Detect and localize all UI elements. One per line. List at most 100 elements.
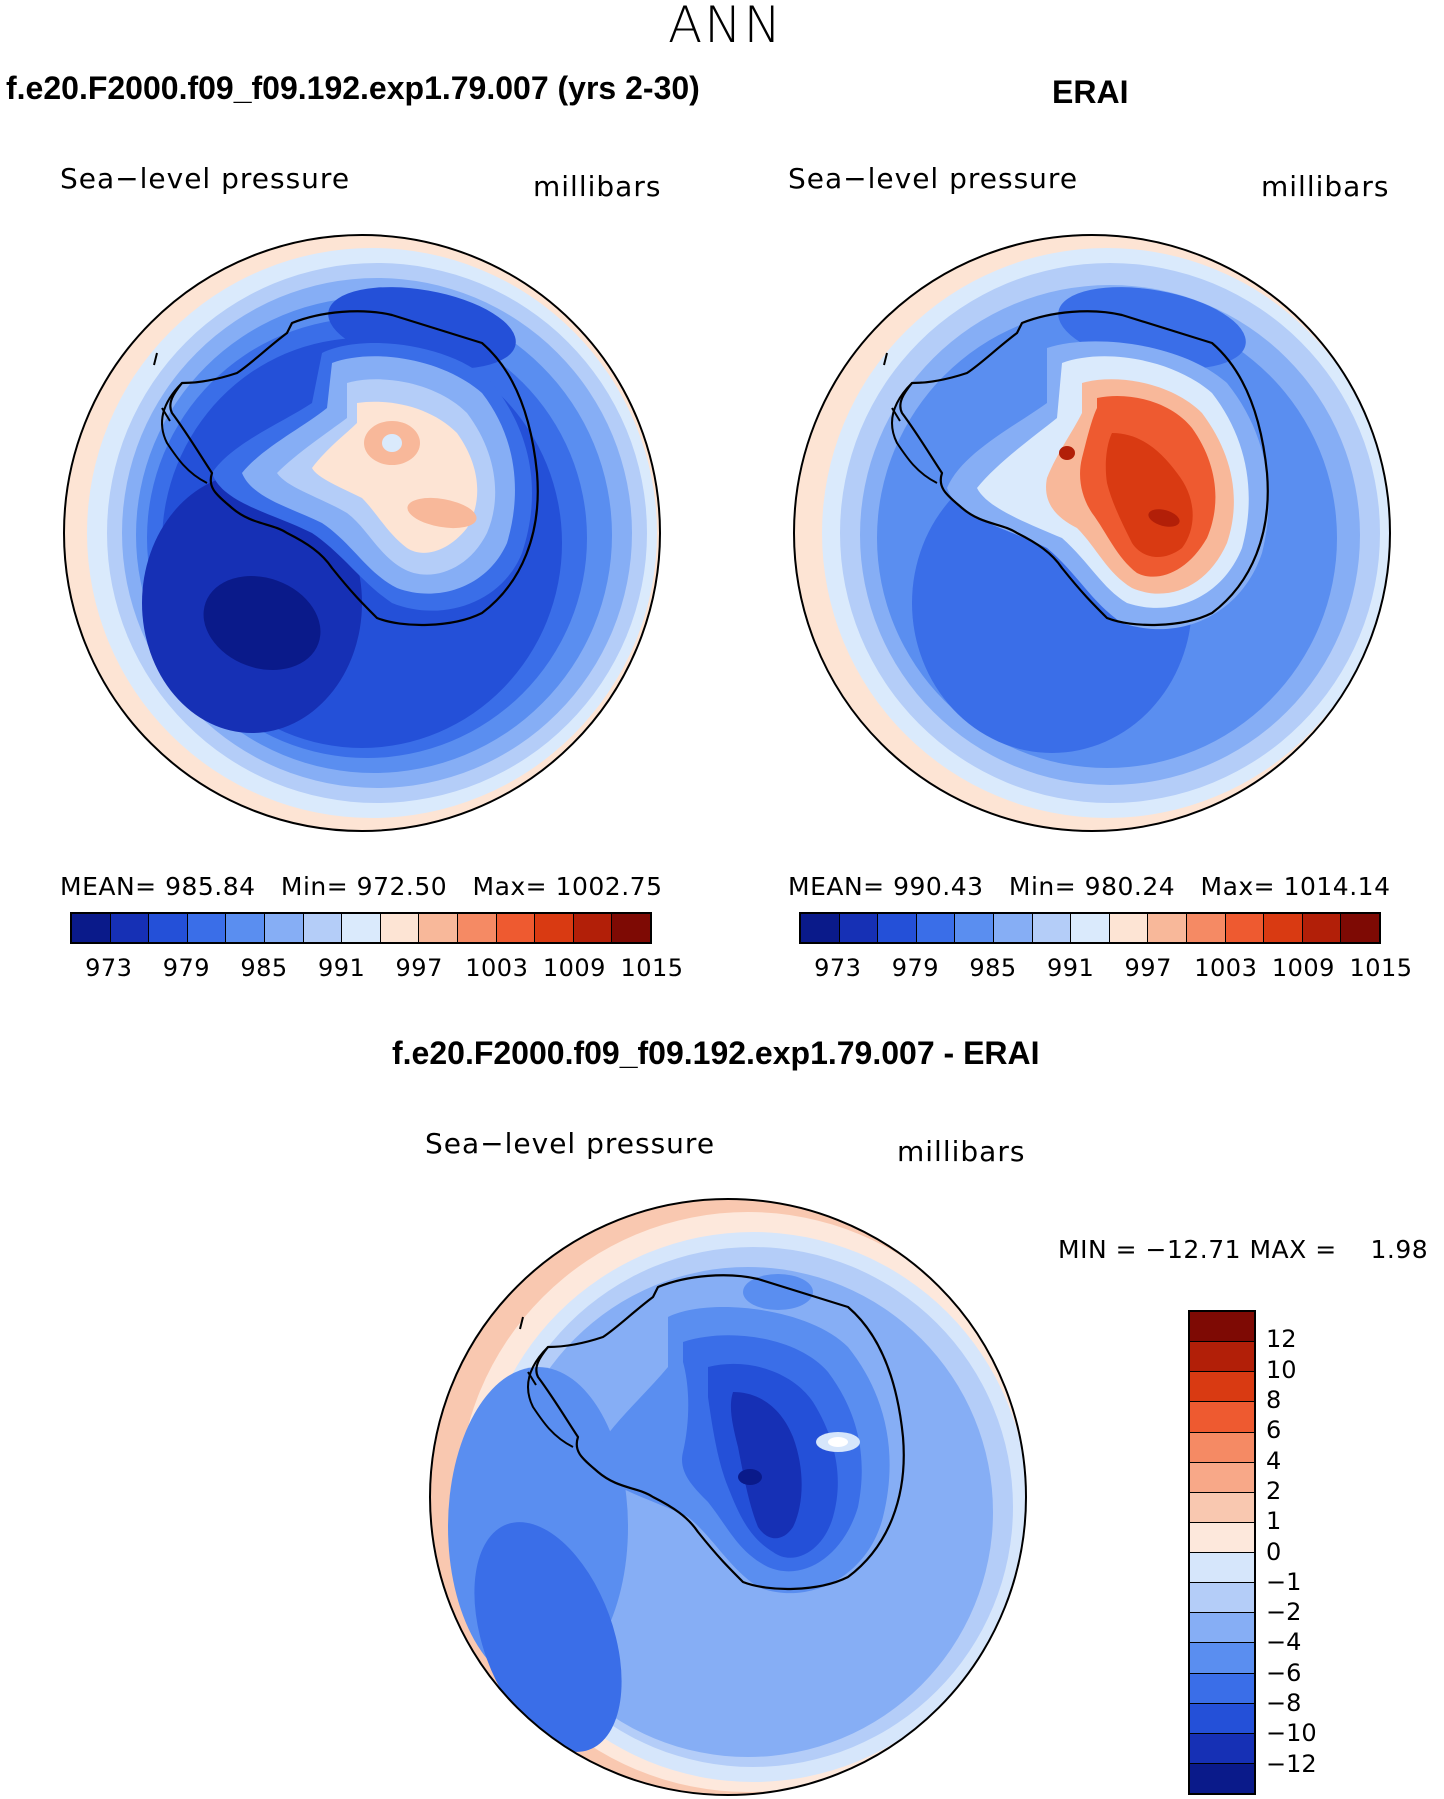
mean-label: MEAN= <box>60 872 157 901</box>
variable-label-obs: Sea−level pressure <box>788 162 1079 195</box>
colorbar-tick-label: 973 <box>814 954 862 982</box>
colorbar-tick-label: 8 <box>1266 1385 1282 1414</box>
colorbar-tick-label: 1009 <box>1271 954 1335 982</box>
colorbar-tick-label: −12 <box>1266 1749 1317 1778</box>
max-value: 1.98 <box>1370 1235 1429 1264</box>
colorbar-cell <box>1190 1553 1254 1584</box>
colorbar-cell <box>1148 914 1187 942</box>
colorbar-cell <box>1264 914 1303 942</box>
units-label-diff: millibars <box>897 1135 1026 1168</box>
colorbar-tick-label: 1015 <box>1349 954 1413 982</box>
colorbar-diff <box>1188 1310 1256 1795</box>
colorbar-cell <box>1190 1342 1254 1373</box>
colorbar-cell <box>1190 1643 1254 1674</box>
colorbar-cell <box>1190 1733 1254 1764</box>
polar-map-obs <box>793 234 1391 832</box>
colorbar-cell <box>457 914 497 942</box>
max-label: MAX = <box>1249 1235 1337 1264</box>
colorbar-cell <box>303 914 343 942</box>
colorbar-cell <box>535 914 574 942</box>
colorbar-cell <box>1190 1583 1254 1614</box>
max-label: Max= <box>1200 872 1276 901</box>
polar-map-diff <box>429 1198 1027 1796</box>
colorbar-tick-label: 1015 <box>620 954 684 982</box>
stats-diff: MIN = −12.71 MAX = 1.98 <box>1058 1235 1428 1264</box>
panel-title-obs: ERAI <box>1052 74 1129 110</box>
variable-label-model: Sea−level pressure <box>60 162 351 195</box>
colorbar-tick-label: −10 <box>1266 1719 1317 1748</box>
colorbar-cell <box>1190 1613 1254 1644</box>
colorbar-cell <box>72 914 111 942</box>
colorbar-tick-label: 997 <box>1124 954 1172 982</box>
colorbar-cell <box>1190 1703 1254 1734</box>
colorbar-cell <box>1341 914 1379 942</box>
colorbar-cell <box>1190 1372 1254 1403</box>
colorbar-tick-label: 991 <box>317 954 366 982</box>
colorbar-tick-label: 12 <box>1266 1325 1297 1354</box>
colorbar-ticks-diff: 12 10 8 6 4 2 1 0 −1 −2 −4 −6 −8 −10 −12 <box>1266 1310 1346 1795</box>
colorbar-cell <box>419 914 458 942</box>
mean-value: 985.84 <box>165 872 256 901</box>
colorbar-cell <box>1032 914 1072 942</box>
min-value: 980.24 <box>1084 872 1176 901</box>
colorbar-cell <box>1071 914 1110 942</box>
min-label: MIN = <box>1058 1235 1138 1264</box>
colorbar-tick-label: 1009 <box>542 954 606 982</box>
colorbar-tick-label: 4 <box>1266 1446 1282 1475</box>
colorbar-tick-label: 6 <box>1266 1416 1282 1445</box>
stats-model: MEAN= 985.84 Min= 972.50 Max= 1002.75 <box>60 872 662 901</box>
colorbar-cell <box>1190 1462 1254 1493</box>
max-value: 1002.75 <box>555 872 663 901</box>
colorbar-obs <box>799 912 1381 944</box>
colorbar-ticks-model: 973 979 985 991 997 1003 1009 1015 <box>70 954 683 984</box>
colorbar-cell <box>1225 914 1265 942</box>
colorbar-cell <box>1190 1432 1254 1463</box>
max-value: 1014.14 <box>1283 872 1391 901</box>
colorbar-model <box>70 912 652 944</box>
colorbar-cell <box>1190 1492 1254 1523</box>
colorbar-tick-label: 979 <box>891 954 940 982</box>
colorbar-tick-label: −8 <box>1266 1689 1302 1718</box>
colorbar-cell <box>839 914 879 942</box>
colorbar-cell <box>993 914 1033 942</box>
colorbar-cell <box>226 914 265 942</box>
colorbar-tick-label: 1 <box>1266 1507 1282 1536</box>
panel-title-model: f.e20.F2000.f09_f09.192.exp1.79.007 (yrs… <box>6 70 700 106</box>
colorbar-cell <box>496 914 536 942</box>
colorbar-tick-label: 985 <box>969 954 1017 982</box>
mean-label: MEAN= <box>788 872 885 901</box>
colorbar-cell <box>916 914 956 942</box>
colorbar-tick-label: 979 <box>162 954 211 982</box>
colorbar-cell <box>573 914 613 942</box>
colorbar-tick-label: −2 <box>1266 1598 1302 1627</box>
colorbar-cell <box>264 914 304 942</box>
units-label-model: millibars <box>533 170 662 203</box>
colorbar-cell <box>1186 914 1226 942</box>
colorbar-tick-label: 1003 <box>465 954 529 982</box>
min-label: Min= <box>280 872 349 901</box>
colorbar-cell <box>149 914 188 942</box>
colorbar-tick-label: 991 <box>1046 954 1095 982</box>
colorbar-cell <box>380 914 420 942</box>
colorbar-cell <box>801 914 840 942</box>
colorbar-cell <box>1190 1763 1254 1793</box>
colorbar-tick-label: 973 <box>85 954 133 982</box>
polar-map-model <box>63 234 661 832</box>
diff-panel-title: f.e20.F2000.f09_f09.192.exp1.79.007 - ER… <box>392 1035 1040 1071</box>
colorbar-tick-label: 997 <box>395 954 443 982</box>
colorbar-cell <box>612 914 650 942</box>
colorbar-cell <box>110 914 150 942</box>
colorbar-tick-label: −4 <box>1266 1628 1302 1657</box>
colorbar-tick-label: 2 <box>1266 1476 1282 1505</box>
colorbar-cell <box>1190 1522 1254 1553</box>
stats-obs: MEAN= 990.43 Min= 980.24 Max= 1014.14 <box>788 872 1390 901</box>
colorbar-cell <box>1190 1402 1254 1433</box>
colorbar-cell <box>342 914 381 942</box>
colorbar-tick-label: 985 <box>240 954 288 982</box>
colorbar-tick-label: 10 <box>1266 1355 1297 1384</box>
colorbar-tick-label: −1 <box>1266 1567 1302 1596</box>
variable-label-diff: Sea−level pressure <box>425 1127 716 1160</box>
colorbar-cell <box>955 914 994 942</box>
colorbar-cell <box>187 914 227 942</box>
colorbar-cell <box>1302 914 1342 942</box>
